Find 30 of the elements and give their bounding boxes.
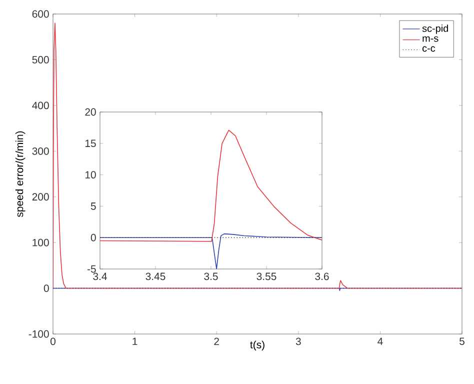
y-tick-label: 0 xyxy=(44,284,49,292)
y-tick-label: 400 xyxy=(32,102,49,110)
x-tick-label: 0 xyxy=(50,338,56,346)
x-tick-label: 3.45 xyxy=(146,272,166,280)
x-tick-label: 1 xyxy=(132,338,138,345)
y-tick-label: 20 xyxy=(85,108,96,116)
legend-label: c-c xyxy=(422,46,436,52)
y-tick-label: 600 xyxy=(32,10,49,18)
y-axis-title: speed error/(r/min) xyxy=(15,131,26,218)
x-tick-label: 5 xyxy=(460,338,464,345)
y-tick-label: 300 xyxy=(32,147,49,155)
x-tick-label: 3.5 xyxy=(204,272,218,280)
x-axis-title: t(s) xyxy=(250,340,264,350)
y-tick-label: 500 xyxy=(32,56,49,64)
legend-label: m-s xyxy=(422,36,438,42)
y-tick-label: 0 xyxy=(90,234,96,242)
x-tick-label: 2 xyxy=(214,338,219,345)
y-tick-label: 10 xyxy=(85,171,96,179)
y-tick-label: 5 xyxy=(90,202,96,210)
y-tick-label: 100 xyxy=(32,238,49,246)
x-tick-label: 3.6 xyxy=(315,272,329,280)
y-tick-label: 200 xyxy=(32,193,49,201)
y-tick-label: -5 xyxy=(87,265,96,273)
x-tick-label: 3.4 xyxy=(93,272,107,280)
legend-label: sc-pid xyxy=(422,24,448,34)
x-tick-label: 4 xyxy=(378,338,383,345)
y-tick-label: -100 xyxy=(28,330,49,338)
y-tick-label: 15 xyxy=(85,140,96,148)
x-tick-label: 3 xyxy=(296,338,301,346)
x-tick-label: 3.55 xyxy=(256,272,276,280)
